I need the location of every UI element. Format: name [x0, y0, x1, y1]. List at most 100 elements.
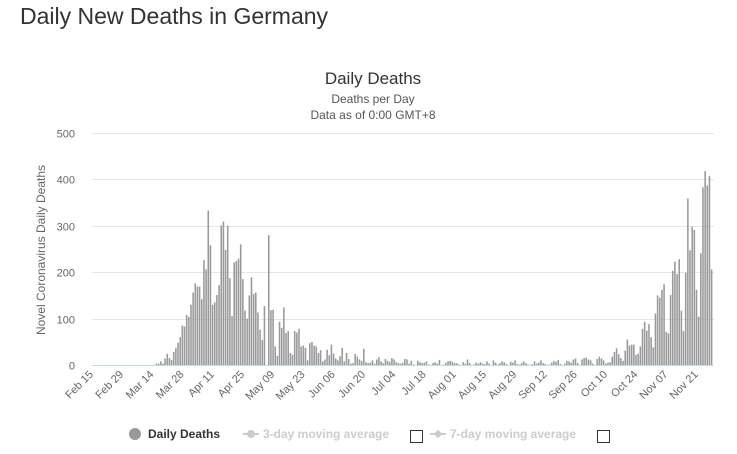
bar[interactable] [376, 359, 378, 365]
bar[interactable] [192, 292, 194, 365]
bar[interactable] [183, 326, 186, 365]
bar[interactable] [609, 362, 611, 365]
bar[interactable] [583, 358, 585, 365]
bar[interactable] [637, 353, 639, 365]
bar[interactable] [213, 302, 216, 365]
bar[interactable] [339, 356, 341, 365]
bar[interactable] [280, 327, 283, 365]
bar[interactable] [166, 353, 169, 365]
bar[interactable] [568, 361, 570, 365]
bar[interactable] [434, 362, 436, 365]
bar[interactable] [304, 347, 307, 365]
bar[interactable] [233, 262, 235, 365]
bar[interactable] [613, 352, 616, 365]
bar[interactable] [164, 358, 166, 366]
bar[interactable] [404, 358, 406, 365]
bar[interactable] [600, 358, 603, 366]
bar[interactable] [365, 362, 367, 365]
bar[interactable] [447, 361, 449, 365]
bar[interactable] [384, 358, 387, 365]
bar[interactable] [684, 272, 687, 365]
bar[interactable] [535, 363, 538, 365]
bar[interactable] [360, 360, 363, 365]
bar[interactable] [486, 361, 488, 365]
bar[interactable] [332, 353, 335, 365]
bar[interactable] [211, 304, 214, 365]
bar[interactable] [321, 361, 324, 365]
bar[interactable] [455, 363, 458, 365]
bar[interactable] [350, 363, 352, 365]
bar[interactable] [438, 359, 441, 365]
bar[interactable] [319, 350, 322, 365]
bar[interactable] [553, 360, 555, 365]
bar[interactable] [533, 361, 536, 365]
bar[interactable] [488, 363, 490, 365]
bar[interactable] [520, 363, 523, 365]
bar[interactable] [356, 356, 359, 365]
bar[interactable] [436, 363, 439, 365]
bar[interactable] [665, 332, 668, 365]
bar[interactable] [248, 295, 251, 365]
bar[interactable] [175, 347, 177, 365]
bar[interactable] [259, 329, 261, 365]
bar[interactable] [159, 361, 162, 365]
bar[interactable] [406, 359, 408, 365]
bar[interactable] [540, 360, 542, 365]
bar[interactable] [432, 363, 434, 365]
bar[interactable] [302, 345, 305, 365]
bar[interactable] [337, 360, 339, 365]
bar[interactable] [585, 357, 588, 365]
bar[interactable] [669, 294, 672, 365]
bar[interactable] [700, 253, 702, 365]
bar[interactable] [445, 362, 447, 365]
bar[interactable] [291, 354, 294, 365]
bar[interactable] [563, 363, 566, 365]
bar[interactable] [492, 360, 495, 365]
bar[interactable] [706, 185, 709, 365]
bar[interactable] [635, 354, 637, 365]
bar[interactable] [423, 362, 426, 365]
bar[interactable] [624, 350, 626, 365]
bar[interactable] [587, 359, 590, 365]
bar[interactable] [602, 360, 605, 365]
bar[interactable] [525, 363, 527, 365]
bar[interactable] [315, 346, 318, 365]
bar[interactable] [596, 358, 598, 365]
bar[interactable] [566, 360, 568, 365]
bar[interactable] [652, 347, 655, 365]
bar[interactable] [235, 261, 238, 365]
bar[interactable] [542, 363, 544, 365]
bar[interactable] [464, 363, 467, 365]
bar[interactable] [604, 363, 607, 365]
bar[interactable] [255, 292, 257, 365]
bar[interactable] [226, 225, 229, 365]
bar[interactable] [205, 269, 207, 365]
bar[interactable] [494, 362, 497, 365]
bar[interactable] [708, 176, 711, 365]
bar[interactable] [658, 297, 661, 365]
bar[interactable] [261, 339, 264, 365]
bar[interactable] [354, 353, 356, 365]
bar[interactable] [252, 294, 255, 365]
bar[interactable] [309, 343, 311, 365]
bar[interactable] [367, 363, 369, 365]
bar[interactable] [453, 363, 456, 365]
bar[interactable] [509, 361, 512, 365]
bar[interactable] [285, 332, 287, 365]
bar[interactable] [388, 361, 391, 365]
bar[interactable] [341, 347, 343, 365]
bar[interactable] [237, 258, 240, 365]
bar[interactable] [620, 358, 622, 365]
bar[interactable] [272, 309, 274, 365]
bar[interactable] [324, 359, 326, 365]
bar[interactable] [695, 289, 698, 365]
bar[interactable] [628, 345, 631, 365]
bar[interactable] [611, 356, 614, 365]
bar[interactable] [278, 321, 281, 365]
bar[interactable] [505, 364, 508, 365]
bar[interactable] [710, 269, 713, 365]
bar[interactable] [177, 342, 179, 365]
bar[interactable] [298, 328, 300, 365]
bar[interactable] [572, 359, 575, 365]
bar[interactable] [646, 330, 648, 365]
